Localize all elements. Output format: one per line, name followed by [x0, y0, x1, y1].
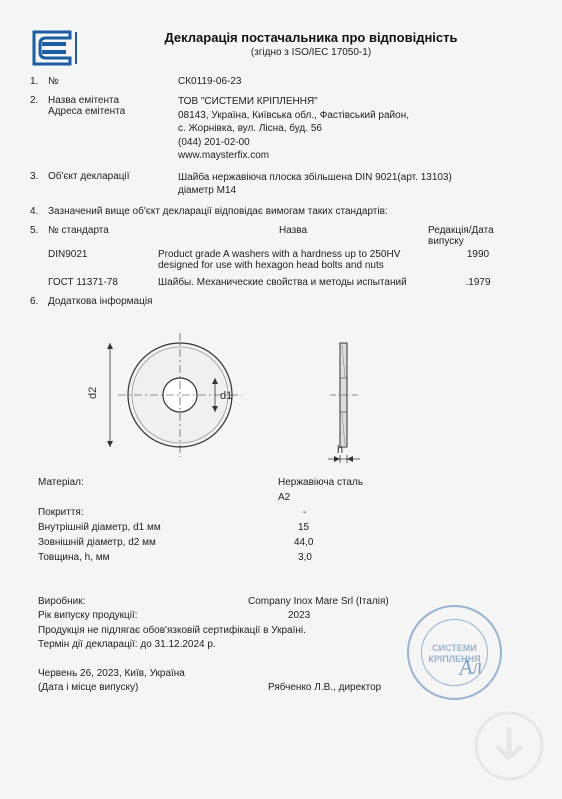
svg-text:d2: d2 — [87, 386, 99, 398]
section-issuer: 2. Назва емітента Адреса емітента ТОВ "С… — [30, 95, 532, 163]
specifications: Матеріал: Нержавіюча сталь А2 Покриття: … — [30, 475, 532, 565]
standards-row: DIN9021 Product grade A washers with a h… — [48, 249, 532, 271]
section-compliance: 4. Зазначений вище об'єкт декларації від… — [30, 206, 532, 217]
document-title: Декларація постачальника про відповідніс… — [90, 30, 532, 45]
section-object: 3. Об'єкт декларації Шайба нержавіюча пл… — [30, 171, 532, 198]
washer-diagram: d1 d2 h — [70, 325, 532, 465]
watermark-icon — [474, 711, 544, 781]
document-footer: Виробник: Company Inox Mare Srl (Італія)… — [30, 595, 532, 696]
document-header: Декларація постачальника про відповідніс… — [90, 30, 532, 58]
section-standards: 5. № стандарта Назва Редакція/Дата випус… — [30, 225, 532, 294]
standards-row: ГОСТ 11371-78 Шайбы. Механические свойст… — [48, 277, 532, 288]
svg-text:d1: d1 — [220, 390, 232, 402]
spec-row: Матеріал: Нержавіюча сталь А2 — [38, 475, 532, 505]
spec-row: Покриття: - — [38, 505, 532, 520]
spec-row: Внутрішній діаметр, d1 мм 15 — [38, 520, 532, 535]
spec-row: Товщина, h, мм 3,0 — [38, 550, 532, 565]
spec-row: Зовнішній діаметр, d2 мм 44,0 — [38, 535, 532, 550]
document-subtitle: (згідно з ISO/IEC 17050-1) — [90, 47, 532, 58]
section-additional: 6. Додаткова інформація — [30, 296, 532, 307]
company-logo — [32, 28, 82, 68]
svg-text:h: h — [337, 444, 343, 456]
standards-header: № стандарта Назва Редакція/Дата випуску — [48, 225, 532, 247]
section-number: 1. № СК0119-06-23 — [30, 76, 532, 87]
company-stamp: СИСТЕМИ КРІПЛЕННЯ — [407, 605, 502, 700]
